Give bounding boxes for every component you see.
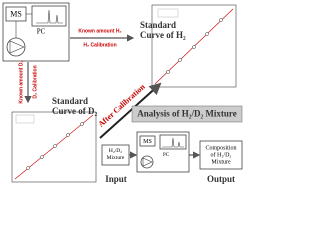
after-calibration-arrow [99, 82, 162, 139]
input-text-wrap: H₂/D₂ Mixture [106, 148, 125, 161]
ms-label: MS [10, 9, 22, 18]
plot-frame [151, 4, 237, 88]
d2-curve-title: Curve of D₂ [52, 106, 97, 116]
h2-arrow-above: Known amount H₂ [78, 28, 121, 34]
h2-curve-title: Curve of H₂ [140, 30, 186, 40]
d2-curve-title: Standard [52, 96, 88, 106]
input-label: Input [105, 174, 127, 184]
d2-arrow-right: D₂ Calibration [32, 65, 38, 98]
pump-triangle [9, 40, 25, 54]
pump-triangle [142, 157, 153, 167]
output-text: of H₂/D₂ [210, 151, 231, 158]
output-text: Mixture [211, 159, 231, 165]
h2-arrow-below: H₂ Calibration [83, 42, 116, 48]
pc-label: PC [37, 28, 46, 36]
analysis-title: Analysis of H₂/D₂ Mixture [137, 109, 236, 119]
analysis-header [131, 105, 243, 123]
d2-arrow-left: Known amount D₂ [18, 60, 24, 103]
ms-label: MS [143, 139, 152, 145]
output-text: Composition [205, 145, 236, 151]
ms-box [139, 135, 156, 147]
pump [140, 155, 154, 169]
spectrum [162, 137, 184, 148]
plot-frame [11, 111, 97, 183]
h2-plot [151, 4, 237, 88]
h2-curve-title: Standard [140, 20, 176, 30]
top-instrument: MS PC [2, 2, 70, 62]
spectrum [36, 9, 63, 24]
d2-plot [11, 111, 97, 183]
output-box [199, 140, 243, 170]
input-box-text: H₂/D₂ Mixture [106, 148, 125, 161]
output-label: Output [207, 174, 235, 184]
graphical-abstract: MS PC Known amount H₂ H₂ Calibration Sta… [2, 2, 243, 184]
pc-label: PC [163, 153, 170, 158]
